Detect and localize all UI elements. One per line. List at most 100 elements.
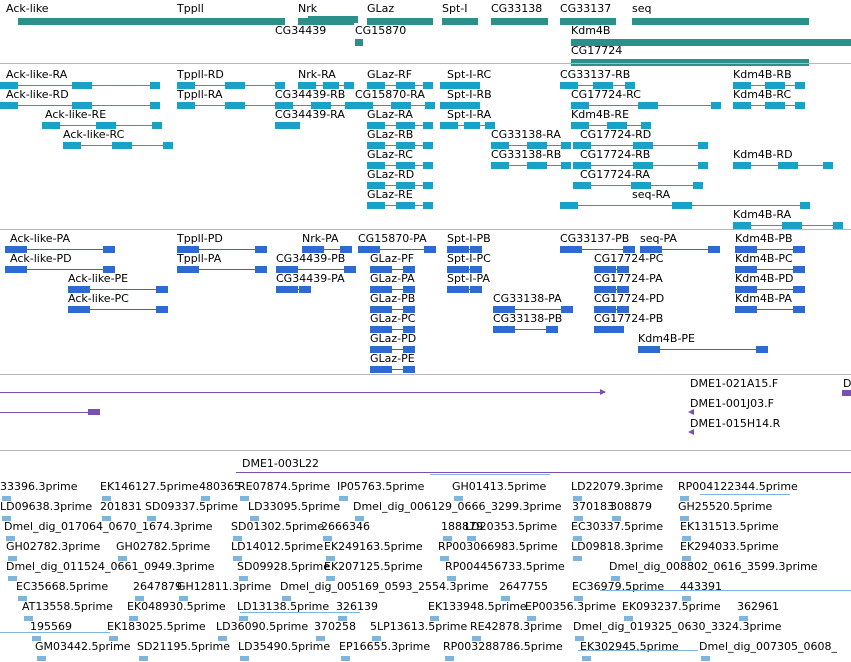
transcript-feature[interactable] [177,82,285,89]
protein-feature[interactable] [370,366,415,373]
est-feature[interactable] [447,576,456,581]
protein-feature[interactable] [594,286,629,293]
protein-feature[interactable] [594,306,629,313]
transcript-feature[interactable] [0,82,160,89]
protein-feature[interactable] [447,266,482,273]
est-feature[interactable] [682,556,691,561]
est-feature[interactable] [201,496,210,501]
est-feature[interactable] [102,516,111,521]
est-feature[interactable] [454,496,463,501]
est-feature[interactable] [135,596,144,601]
est-feature[interactable] [701,656,710,661]
transcript-feature[interactable] [367,142,433,149]
transcript-feature[interactable] [440,122,495,129]
gene-bar[interactable] [308,16,358,23]
protein-feature[interactable] [560,246,635,253]
clone-line[interactable] [0,392,605,393]
est-feature[interactable] [326,576,335,581]
protein-feature[interactable] [735,286,805,293]
est-feature[interactable] [611,576,620,581]
protein-feature[interactable] [370,286,415,293]
gene-bar[interactable] [632,18,809,25]
transcript-feature[interactable] [367,162,433,169]
est-feature[interactable] [2,496,11,501]
protein-feature[interactable] [594,266,629,273]
protein-feature[interactable] [276,266,356,273]
est-feature[interactable] [501,596,510,601]
protein-feature[interactable] [447,286,482,293]
protein-feature[interactable] [5,246,115,253]
transcript-feature[interactable] [298,82,354,89]
transcript-feature[interactable] [275,122,300,129]
est-feature[interactable] [574,596,583,601]
est-feature[interactable] [24,616,33,621]
est-feature[interactable] [129,616,138,621]
clone-line[interactable] [0,412,95,413]
transcript-feature[interactable] [733,222,843,229]
protein-feature[interactable] [640,246,720,253]
transcript-feature[interactable] [573,182,703,189]
transcript-feature[interactable] [491,142,571,149]
gene-bar[interactable] [571,59,809,66]
gene-bar[interactable] [355,39,363,46]
transcript-feature[interactable] [0,102,160,109]
est-feature[interactable] [430,616,439,621]
transcript-feature[interactable] [367,82,433,89]
est-feature[interactable] [443,536,452,541]
transcript-feature[interactable] [491,162,571,169]
protein-feature[interactable] [735,306,805,313]
transcript-feature[interactable] [733,102,805,109]
est-feature[interactable] [37,656,46,661]
gene-bar[interactable] [18,18,183,25]
est-feature[interactable] [323,536,332,541]
est-feature[interactable] [682,536,691,541]
est-feature[interactable] [440,556,449,561]
est-feature[interactable] [2,516,11,521]
est-feature[interactable] [467,536,476,541]
gene-bar[interactable] [442,18,478,25]
transcript-feature[interactable] [560,82,635,89]
protein-feature[interactable] [638,346,768,353]
est-feature[interactable] [682,596,691,601]
est-feature[interactable] [574,516,583,521]
clone-line[interactable] [236,472,851,473]
transcript-feature[interactable] [573,162,708,169]
transcript-feature[interactable] [733,82,805,89]
est-feature[interactable] [8,576,17,581]
est-feature[interactable] [445,656,454,661]
est-feature[interactable] [250,516,259,521]
est-feature[interactable] [118,556,127,561]
transcript-feature[interactable] [573,142,708,149]
est-feature[interactable] [624,616,633,621]
gene-bar[interactable] [560,18,616,25]
est-feature[interactable] [355,516,364,521]
transcript-feature[interactable] [367,202,433,209]
est-feature[interactable] [372,636,381,641]
transcript-feature[interactable] [355,102,435,109]
est-feature[interactable] [139,656,148,661]
protein-feature[interactable] [370,266,415,273]
est-feature[interactable] [32,636,41,641]
protein-feature[interactable] [302,246,352,253]
est-feature[interactable] [240,656,249,661]
est-feature[interactable] [316,636,325,641]
protein-feature[interactable] [358,246,436,253]
est-feature[interactable] [680,516,689,521]
est-feature[interactable] [233,536,242,541]
gene-bar[interactable] [491,18,548,25]
est-feature[interactable] [573,496,582,501]
est-feature[interactable] [527,616,536,621]
est-feature[interactable] [109,636,118,641]
transcript-feature[interactable] [275,102,355,109]
est-feature[interactable] [233,556,242,561]
transcript-feature[interactable] [560,202,810,209]
est-feature[interactable] [612,516,621,521]
protein-feature[interactable] [276,286,311,293]
protein-feature[interactable] [735,266,805,273]
est-feature[interactable] [575,636,584,641]
transcript-feature[interactable] [440,102,480,109]
protein-feature[interactable] [370,326,415,333]
gene-bar[interactable] [367,18,433,25]
est-feature[interactable] [573,556,582,561]
gene-bar[interactable] [177,18,285,25]
